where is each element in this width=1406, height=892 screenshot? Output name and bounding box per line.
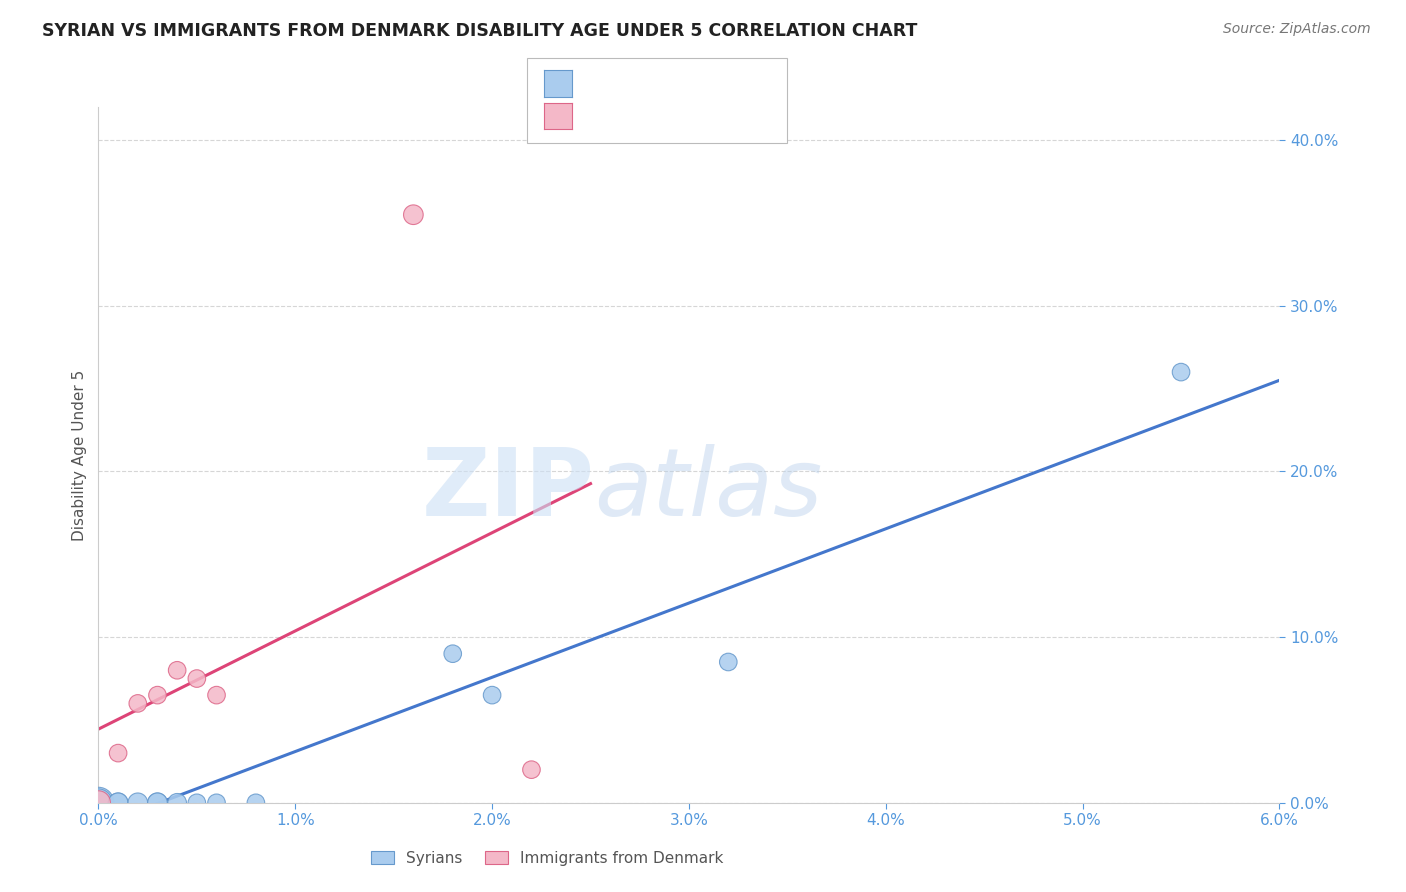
Point [1170,365,1192,379]
Point [186,672,208,686]
Point [186,796,208,810]
Point [146,796,169,810]
Y-axis label: Disability Age Under 5: Disability Age Under 5 [72,369,87,541]
Text: 0.757: 0.757 [617,106,669,124]
Text: R =: R = [582,74,619,92]
Point [146,796,169,810]
Text: 15: 15 [706,74,728,92]
Point [717,655,740,669]
Text: R =: R = [582,106,619,124]
Text: ZIP: ZIP [422,443,595,536]
Point [441,647,464,661]
Point [520,763,543,777]
Point [87,796,110,810]
Point [127,697,149,711]
Point [107,746,129,760]
Point [245,796,267,810]
Point [107,796,129,810]
Text: Source: ZipAtlas.com: Source: ZipAtlas.com [1223,22,1371,37]
Point [107,796,129,810]
Point [481,688,503,702]
Point [146,688,169,702]
Point [166,796,188,810]
Point [205,796,228,810]
Text: SYRIAN VS IMMIGRANTS FROM DENMARK DISABILITY AGE UNDER 5 CORRELATION CHART: SYRIAN VS IMMIGRANTS FROM DENMARK DISABI… [42,22,918,40]
Text: N =: N = [673,106,710,124]
Text: atlas: atlas [595,444,823,535]
Point [87,796,110,810]
Point [127,796,149,810]
Point [87,796,110,810]
Text: 9: 9 [706,106,723,124]
Point [205,688,228,702]
Text: 0.818: 0.818 [617,74,669,92]
Point [402,208,425,222]
Legend: Syrians, Immigrants from Denmark: Syrians, Immigrants from Denmark [364,845,730,871]
Text: N =: N = [673,74,710,92]
Point [166,663,188,677]
